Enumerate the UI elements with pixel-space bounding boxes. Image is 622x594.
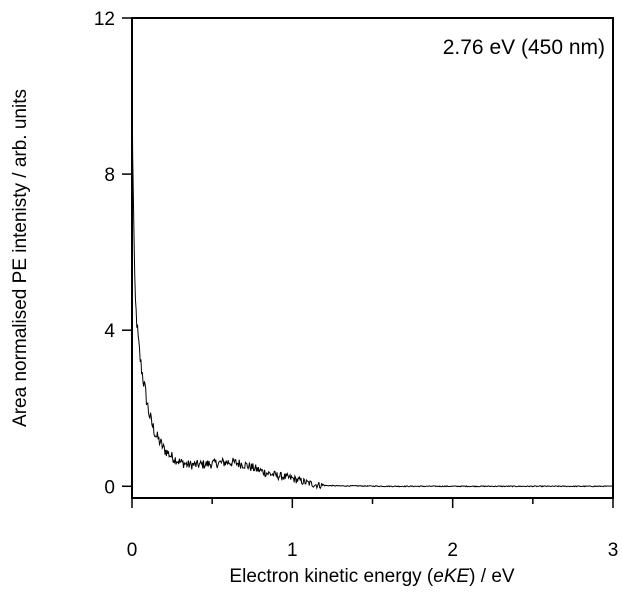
y-tick-label: 8: [104, 165, 115, 186]
y-tick-label: 4: [104, 321, 115, 342]
x-tick-label: 0: [127, 540, 138, 561]
series-line-0: [131, 72, 614, 490]
ticks: [122, 17, 614, 508]
annotation-label: 2.76 eV (450 nm): [443, 36, 605, 59]
plot-frame: [131, 17, 614, 499]
y-tick-label: 12: [94, 9, 115, 30]
y-tick-label: 0: [104, 477, 115, 498]
x-tick-label: 2: [447, 540, 458, 561]
x-tick-label: 3: [608, 540, 619, 561]
x-axis-title: Electron kinetic energy (eKE) / eV: [229, 566, 514, 587]
x-tick-label: 1: [287, 540, 298, 561]
y-axis-title: Area normalised PE intenisty / arb. unit…: [10, 89, 31, 427]
